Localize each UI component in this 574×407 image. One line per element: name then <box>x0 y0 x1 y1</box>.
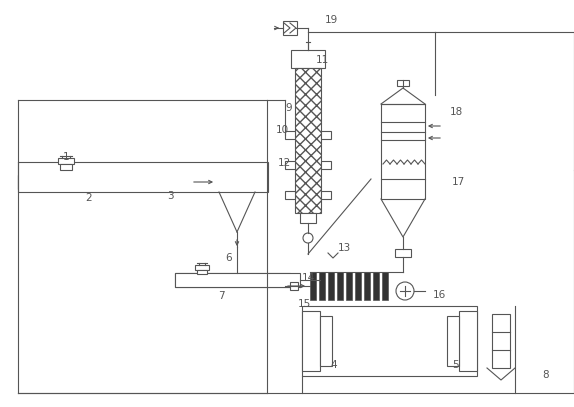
Text: 6: 6 <box>225 253 232 263</box>
Bar <box>197 270 207 274</box>
Text: 18: 18 <box>450 107 463 117</box>
Bar <box>382 272 388 300</box>
Bar <box>295 68 321 213</box>
Text: 9: 9 <box>285 103 292 113</box>
Bar <box>459 311 477 371</box>
Bar <box>302 306 477 376</box>
Text: 5: 5 <box>452 360 459 370</box>
Bar <box>321 131 331 139</box>
Bar <box>18 175 166 189</box>
Bar <box>285 161 295 169</box>
Bar <box>18 162 268 192</box>
Bar <box>300 213 316 223</box>
Text: 14: 14 <box>302 273 315 283</box>
Bar <box>321 191 331 199</box>
Text: 10: 10 <box>276 125 289 135</box>
Bar <box>364 272 370 300</box>
Text: 4: 4 <box>330 360 336 370</box>
Bar <box>195 265 209 270</box>
Bar <box>175 273 290 287</box>
Bar <box>321 161 331 169</box>
Text: 8: 8 <box>542 370 549 380</box>
Text: 1: 1 <box>63 152 69 162</box>
Bar <box>166 175 186 189</box>
Text: 3: 3 <box>167 191 173 201</box>
Bar <box>285 131 295 139</box>
Bar <box>302 311 320 371</box>
Bar <box>492 314 510 368</box>
Bar <box>395 249 411 257</box>
Bar <box>320 316 332 366</box>
Bar <box>346 272 352 300</box>
Text: 11: 11 <box>316 55 329 65</box>
Bar <box>319 272 325 300</box>
Bar <box>175 273 300 287</box>
Text: 16: 16 <box>433 290 446 300</box>
Bar <box>328 272 334 300</box>
Text: 17: 17 <box>452 177 466 187</box>
Bar <box>397 80 409 86</box>
Bar <box>310 272 316 300</box>
Bar <box>290 282 298 290</box>
Bar <box>58 158 74 164</box>
Bar <box>186 175 221 189</box>
Text: 2: 2 <box>85 193 92 203</box>
Bar <box>337 272 343 300</box>
Text: 13: 13 <box>338 243 351 253</box>
Bar <box>373 272 379 300</box>
Bar <box>283 21 297 35</box>
Bar <box>291 50 325 68</box>
Text: 15: 15 <box>298 299 311 309</box>
Text: 7: 7 <box>218 291 224 301</box>
Text: 12: 12 <box>278 158 291 168</box>
Bar <box>18 175 226 189</box>
Bar <box>381 104 425 199</box>
Bar <box>221 175 246 189</box>
Bar <box>447 316 459 366</box>
Text: 19: 19 <box>325 15 338 25</box>
Bar <box>355 272 361 300</box>
Bar <box>60 164 72 170</box>
Bar <box>285 191 295 199</box>
